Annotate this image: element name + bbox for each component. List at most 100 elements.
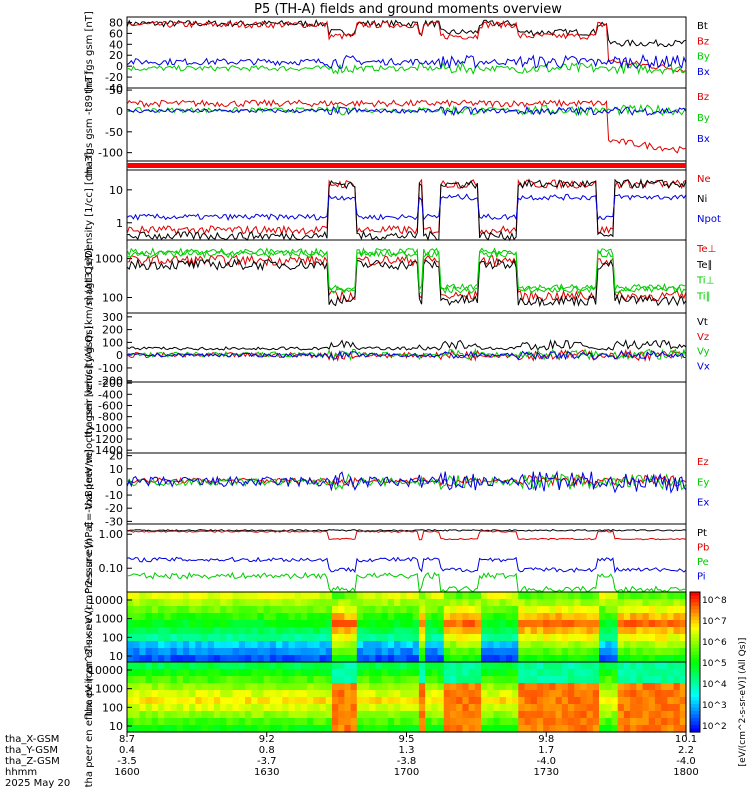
spectrogram-cell: [567, 627, 575, 635]
spectrogram-cell: [617, 683, 625, 691]
spectrogram-cell: [269, 697, 277, 705]
spectrogram-cell: [257, 634, 265, 642]
spectrogram-cell: [220, 683, 227, 691]
spectrogram-cell: [387, 606, 395, 614]
spectrogram-cell: [313, 599, 321, 607]
spectrogram-cell: [133, 599, 141, 607]
spectrogram-cell: [133, 669, 141, 677]
spectrogram-cell: [474, 683, 482, 691]
spectrogram-cell: [300, 725, 308, 733]
spectrogram-cell: [269, 725, 277, 733]
spectrogram-cell: [189, 676, 196, 684]
legend-Npot: Npot: [697, 214, 721, 225]
time-tick-label: 1.7: [538, 745, 554, 756]
plot-title: P5 (TH-A) fields and ground moments over…: [254, 2, 562, 17]
spectrogram-cell: [599, 634, 606, 642]
legend-Ey: Ey: [697, 477, 709, 488]
spectrogram-cell: [363, 711, 370, 719]
spectrogram-cell: [400, 704, 408, 712]
spectrogram-cell: [344, 641, 352, 649]
spectrogram-cell: [338, 711, 345, 719]
spectrogram-cell: [487, 690, 495, 698]
spectrogram-cell: [654, 606, 662, 614]
spectrogram-cell: [406, 613, 414, 621]
spectrogram-cell: [530, 704, 538, 712]
spectrogram-cell: [592, 655, 600, 663]
colorbar-cell: [690, 714, 700, 719]
spectrogram-cell: [189, 683, 196, 691]
spectrogram-cell: [257, 683, 265, 691]
spectrogram-cell: [394, 718, 401, 726]
spectrogram-cell: [642, 641, 650, 649]
spectrogram-cell: [512, 648, 519, 656]
spectrogram-cell: [630, 641, 637, 649]
spectrogram-cell: [294, 676, 302, 684]
spectrogram-cell: [518, 718, 526, 726]
spectrogram-cell: [394, 697, 401, 705]
spectrogram-cell: [599, 655, 606, 663]
spectrogram-cell: [394, 648, 401, 656]
spectrogram-cell: [145, 669, 153, 677]
colorbar-frame: [689, 591, 701, 733]
spectrogram-cell: [549, 718, 557, 726]
spectrogram-cell: [561, 683, 569, 691]
spectrogram-cell: [679, 613, 687, 621]
spectrogram-cell: [512, 697, 519, 705]
spectrogram-cell: [220, 704, 227, 712]
time-tick-label: 1730: [534, 767, 559, 778]
spectrogram-cell: [425, 690, 432, 698]
panel-frame: [126, 452, 687, 525]
spectrogram-cell: [363, 620, 370, 628]
spectrogram-cell: [536, 669, 544, 677]
spectrogram-cell: [412, 662, 420, 670]
spectrogram-cell: [549, 620, 557, 628]
spectrogram-cell: [232, 676, 240, 684]
spectrogram-cell: [481, 606, 488, 614]
spectrogram-cell: [369, 613, 377, 621]
y-tick-label: 200: [102, 324, 123, 337]
spectrogram-cell: [139, 662, 147, 670]
spectrogram-cell: [139, 725, 147, 733]
spectrogram-cell: [437, 627, 445, 635]
spectrogram-cell: [182, 697, 190, 705]
spectrogram-cell: [530, 683, 538, 691]
spectrogram-cell: [226, 662, 234, 670]
spectrogram-cell: [623, 613, 631, 621]
spectrogram-cell: [245, 669, 252, 677]
spectrogram-cell: [344, 690, 352, 698]
spectrogram-cell: [182, 704, 190, 712]
spectrogram-cell: [213, 648, 221, 656]
spectrogram-cell: [381, 592, 389, 600]
spectrogram-cell: [189, 662, 196, 670]
spectrogram-cell: [127, 620, 134, 628]
spectrogram-cell: [257, 697, 265, 705]
spectrogram-cell: [474, 669, 482, 677]
spectrogram-cell: [282, 676, 290, 684]
spectrogram-cell: [245, 683, 252, 691]
spectrogram-cell: [189, 592, 196, 600]
series-line-Pe: [127, 571, 687, 594]
spectrogram-cell: [580, 648, 588, 656]
spectrogram-cell: [524, 592, 532, 600]
spectrogram-cell: [425, 592, 432, 600]
spectrogram-cell: [648, 606, 656, 614]
spectrogram-cell: [617, 613, 625, 621]
legend-Bz: Bz: [697, 92, 709, 103]
spectrogram-cell: [431, 599, 439, 607]
spectrogram-cell: [294, 718, 302, 726]
spectrogram-cell: [263, 669, 271, 677]
spectrogram-cell: [406, 683, 414, 691]
y-tick-label: 50: [109, 84, 123, 97]
legend-Pi: Pi: [697, 572, 706, 583]
spectrogram-cell: [381, 620, 389, 628]
spectrogram-cell: [418, 690, 426, 698]
y-tick-label: 100: [102, 336, 123, 349]
spectrogram-cell: [530, 613, 538, 621]
spectrogram-cell: [300, 676, 308, 684]
spectrogram-cell: [269, 613, 277, 621]
spectrogram-cell: [232, 697, 240, 705]
spectrogram-cell: [195, 641, 203, 649]
spectrogram-cell: [182, 676, 190, 684]
spectrogram-cell: [338, 641, 345, 649]
colorbar-cell: [690, 634, 700, 639]
